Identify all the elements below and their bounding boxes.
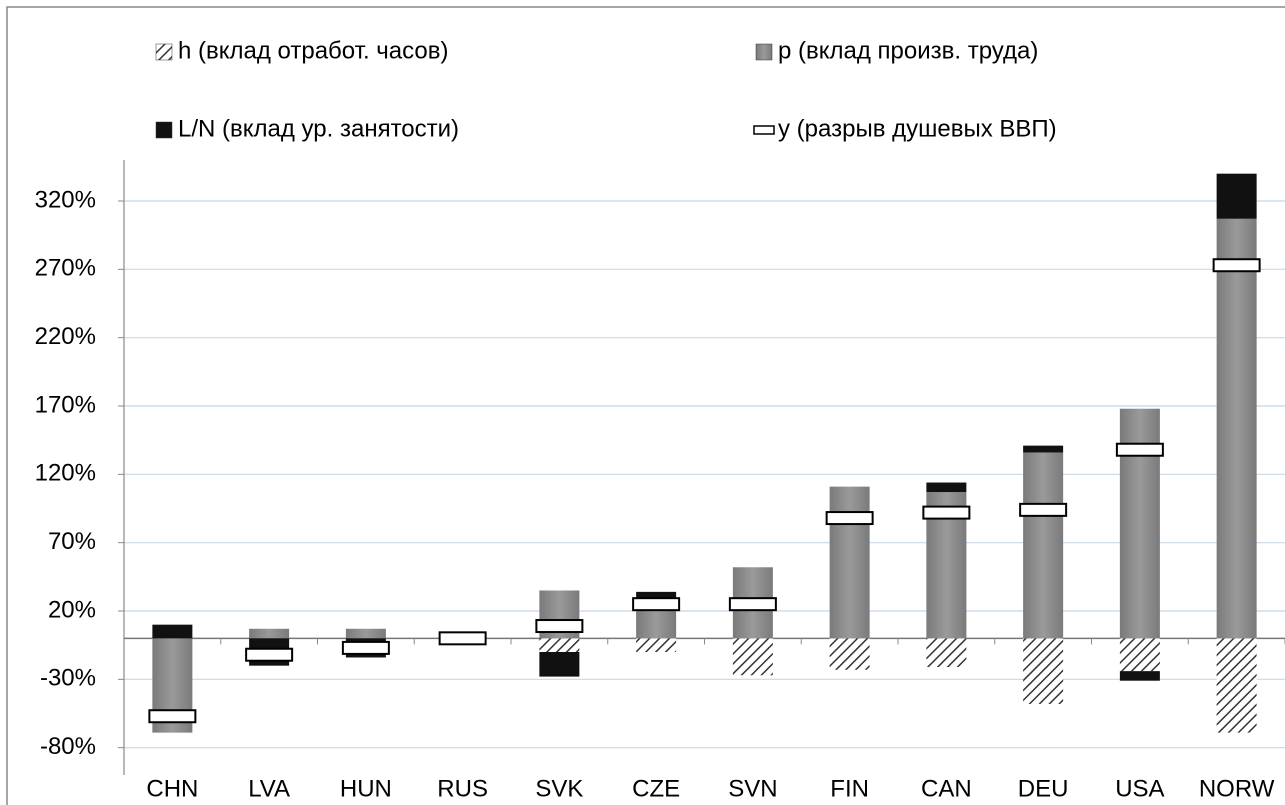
legend-swatch [755, 43, 773, 61]
y-tick-label: -80% [40, 733, 96, 760]
bar-segment [249, 628, 290, 639]
y-tick-label: 270% [35, 255, 96, 282]
x-tick-label: SVN [728, 775, 777, 802]
y-tick-label: 70% [48, 528, 96, 555]
bar-segment [829, 486, 870, 639]
bar-segment [1023, 638, 1064, 704]
bar-segment [539, 652, 580, 677]
bar-segment [829, 638, 870, 670]
x-tick-label: DEU [1018, 775, 1069, 802]
y-marker [1115, 442, 1164, 457]
y-tick-label: 20% [48, 596, 96, 623]
x-tick-label: FIN [830, 775, 869, 802]
y-marker [535, 619, 584, 634]
y-tick-label: -30% [40, 665, 96, 692]
legend-swatch [155, 43, 173, 61]
bar-segment [1216, 638, 1257, 733]
bar-segment [345, 628, 386, 639]
y-marker [632, 597, 681, 612]
legend-label: p (вклад произв. труда) [778, 37, 1038, 64]
bar-segment [1119, 671, 1160, 681]
y-marker [341, 640, 390, 655]
bar-segment [152, 624, 193, 639]
x-tick-label: HUN [340, 775, 392, 802]
y-marker [148, 709, 197, 724]
y-marker [728, 597, 777, 612]
legend-swatch [753, 125, 775, 135]
bar-segment [926, 638, 967, 668]
y-tick-label: 320% [35, 186, 96, 213]
y-marker [1212, 258, 1261, 273]
bar-segment [636, 591, 677, 599]
bar-segment [732, 638, 773, 676]
bar-segment [1023, 452, 1064, 639]
y-marker [438, 631, 487, 646]
bar-segment [1216, 173, 1257, 219]
legend-label: h (вклад отработ. часов) [178, 37, 449, 64]
y-marker [245, 647, 294, 662]
chart-border [6, 6, 1285, 805]
bar-segment [1216, 218, 1257, 639]
bar-segment [636, 638, 677, 652]
x-tick-label: USA [1115, 775, 1164, 802]
x-tick-label: RUS [437, 775, 488, 802]
legend-swatch [155, 121, 173, 139]
bar-segment [926, 482, 967, 493]
x-tick-label: CZE [632, 775, 680, 802]
y-tick-label: 170% [35, 391, 96, 418]
legend-label: L/N (вклад ур. занятости) [178, 115, 459, 142]
y-marker [1019, 502, 1068, 517]
bar-segment [1119, 638, 1160, 672]
x-tick-label: LVA [248, 775, 290, 802]
y-marker [825, 511, 874, 526]
x-tick-label: NORW [1199, 775, 1275, 802]
legend-label: y (разрыв душевых ВВП) [778, 115, 1057, 142]
y-tick-label: 120% [35, 460, 96, 487]
x-tick-label: CHN [146, 775, 198, 802]
y-tick-label: 220% [35, 323, 96, 350]
x-tick-label: SVK [535, 775, 583, 802]
y-marker [922, 505, 971, 520]
x-tick-label: CAN [921, 775, 972, 802]
bar-segment [539, 638, 580, 652]
bar-segment [1023, 445, 1064, 453]
